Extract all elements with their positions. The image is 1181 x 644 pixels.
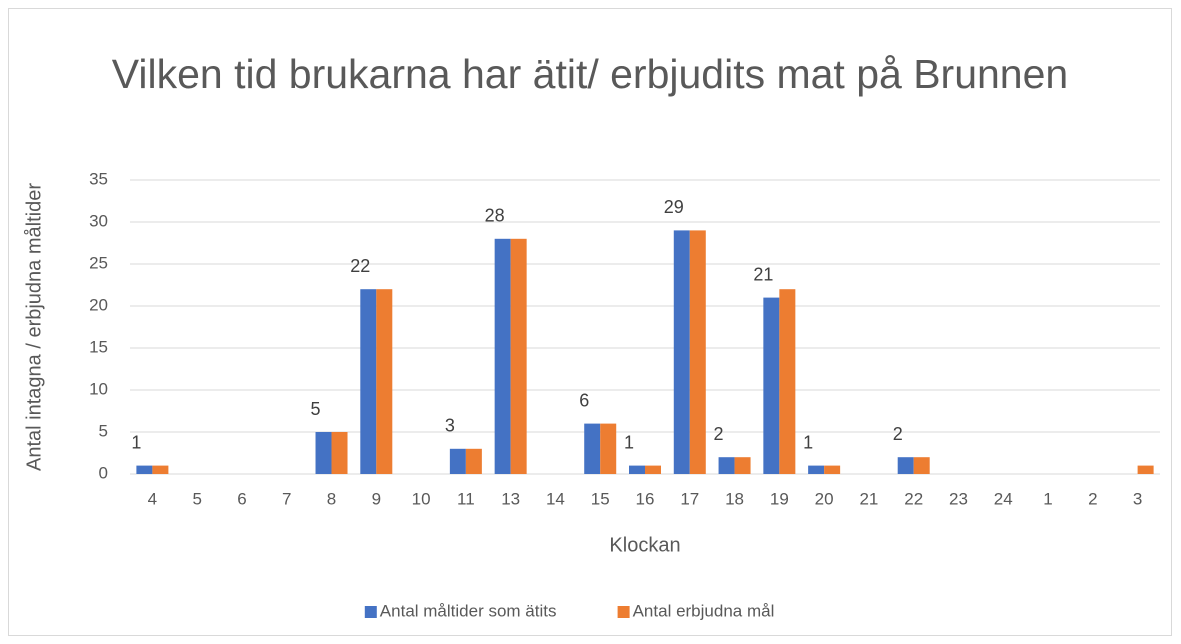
data-label: 6 — [579, 390, 589, 410]
y-tick-label: 15 — [89, 337, 108, 356]
x-axis-label: Klockan — [609, 534, 680, 556]
bar — [331, 432, 348, 474]
legend-label: Antal erbjudna mål — [633, 601, 775, 620]
x-tick-label: 8 — [327, 489, 336, 508]
legend-label: Antal måltider som ätits — [380, 601, 557, 620]
x-tick-label: 4 — [148, 489, 157, 508]
data-label: 29 — [664, 197, 684, 217]
x-tick-label: 14 — [546, 489, 565, 508]
y-tick-label: 0 — [99, 463, 108, 482]
y-tick-label: 5 — [99, 421, 108, 440]
bar — [689, 230, 706, 474]
x-tick-label: 22 — [904, 489, 923, 508]
x-tick-label: 13 — [501, 489, 520, 508]
bar — [510, 238, 527, 474]
bar — [465, 448, 482, 474]
bar — [494, 238, 511, 474]
bar — [629, 465, 645, 474]
y-tick-label: 20 — [89, 295, 108, 314]
x-tick-label: 16 — [636, 489, 655, 508]
bar — [584, 423, 601, 474]
data-label: 3 — [445, 416, 455, 436]
y-tick-label: 30 — [89, 211, 108, 230]
x-tick-label: 17 — [680, 489, 699, 508]
bar — [1137, 465, 1154, 474]
x-tick-label: 19 — [770, 489, 789, 508]
data-label: 1 — [624, 432, 634, 452]
x-tick-label: 6 — [237, 489, 246, 508]
bar — [897, 457, 914, 474]
legend-swatch — [617, 606, 630, 618]
chart-title: Vilken tid brukarna har ätit/ erbjudits … — [111, 51, 1069, 97]
x-tick-label: 9 — [372, 489, 381, 508]
bar — [600, 423, 617, 474]
data-label: 21 — [753, 264, 773, 284]
data-label: 28 — [485, 206, 505, 226]
data-label: 2 — [893, 424, 903, 444]
x-tick-label: 23 — [949, 489, 968, 508]
x-tick-label: 21 — [859, 489, 878, 508]
bar — [673, 230, 690, 474]
x-tick-label: 24 — [994, 489, 1013, 508]
x-tick-label: 7 — [282, 489, 291, 508]
x-tick-label: 10 — [412, 489, 431, 508]
data-label: 22 — [350, 256, 370, 276]
data-label: 5 — [311, 399, 321, 419]
x-tick-label: 3 — [1133, 489, 1142, 508]
x-tick-label: 2 — [1088, 489, 1097, 508]
bar — [315, 432, 332, 474]
bar — [913, 457, 930, 474]
y-axis-label: Antal intagna / erbjudna måltider — [23, 183, 45, 471]
bar — [824, 465, 841, 474]
bar — [734, 457, 751, 474]
x-tick-label: 1 — [1043, 489, 1052, 508]
data-label: 1 — [131, 432, 141, 452]
bar — [718, 457, 735, 474]
bar — [360, 289, 377, 474]
bar — [152, 465, 169, 474]
x-tick-label: 5 — [192, 489, 201, 508]
bar — [808, 465, 825, 474]
data-label: 2 — [714, 424, 724, 444]
bar — [779, 289, 796, 474]
chart-border — [8, 8, 1172, 636]
legend-swatch — [364, 606, 377, 618]
y-tick-label: 35 — [89, 169, 108, 188]
bar — [763, 297, 780, 474]
data-label: 1 — [803, 432, 813, 452]
x-tick-label: 15 — [591, 489, 610, 508]
x-tick-label: 20 — [815, 489, 834, 508]
y-tick-label: 25 — [89, 253, 108, 272]
x-tick-label: 11 — [457, 489, 475, 508]
x-tick-label: 18 — [725, 489, 744, 508]
y-tick-label: 10 — [89, 379, 108, 398]
bar — [376, 289, 393, 474]
bar — [645, 465, 661, 474]
bar — [449, 448, 466, 474]
bar — [136, 465, 153, 474]
